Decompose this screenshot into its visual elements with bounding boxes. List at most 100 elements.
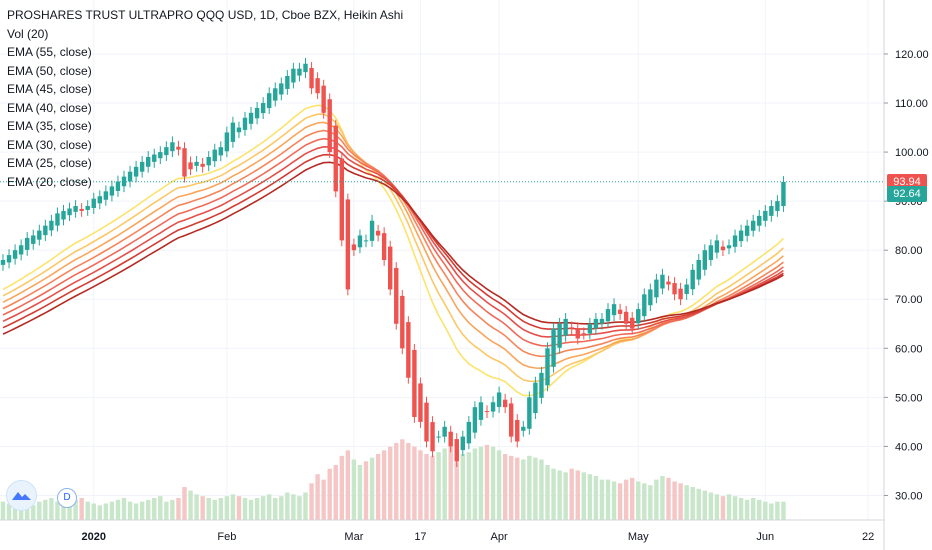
- volume-bar: [478, 446, 484, 520]
- candle-body: [97, 196, 102, 204]
- candle-body: [12, 250, 18, 259]
- volume-bar: [454, 450, 459, 520]
- volume-bar: [726, 494, 732, 520]
- volume-bar: [103, 503, 109, 520]
- volume-bar: [490, 446, 496, 520]
- legend-ema-25: EMA (25, close): [7, 156, 92, 170]
- volume-bar: [502, 454, 508, 520]
- candle-body: [757, 215, 762, 226]
- candle-body: [545, 348, 550, 386]
- candle-body: [351, 244, 357, 251]
- candle-body: [521, 426, 526, 431]
- candle-body: [206, 156, 211, 166]
- candle-body: [436, 436, 441, 438]
- candle-body: [478, 402, 484, 420]
- volume-bar: [757, 499, 762, 520]
- candle-body: [79, 208, 84, 211]
- y-tick-label: 100.00: [895, 147, 929, 159]
- candle-body: [152, 154, 157, 162]
- candle-body: [49, 220, 54, 231]
- candle-body: [515, 420, 520, 442]
- volume-bar: [194, 494, 199, 520]
- candle-body: [569, 327, 574, 329]
- volume-bar: [230, 494, 236, 520]
- dividend-badge[interactable]: D: [57, 488, 77, 508]
- candle-body: [25, 237, 30, 250]
- volume-bar: [412, 446, 417, 520]
- ema-line-50: [2, 153, 784, 330]
- volume-bar: [152, 498, 157, 520]
- volume-bar: [678, 483, 683, 520]
- candle-body: [394, 268, 399, 324]
- volume-bar: [188, 490, 193, 520]
- y-tick-label: 70.00: [895, 294, 923, 306]
- y-tick-label: 110.00: [895, 98, 928, 110]
- candle-body: [648, 289, 653, 306]
- volume-bar: [254, 498, 260, 520]
- candle-body: [200, 163, 205, 167]
- volume-bar: [605, 479, 611, 520]
- candle-body: [581, 333, 586, 335]
- candle-body: [212, 149, 217, 162]
- y-tick-label: 120.00: [895, 49, 929, 61]
- volume-bar: [569, 468, 574, 520]
- tradingview-logo[interactable]: [6, 480, 37, 511]
- candle-body: [291, 68, 296, 83]
- volume-bar: [236, 496, 242, 520]
- volume-bar: [394, 443, 399, 520]
- volume-bar: [527, 455, 532, 520]
- volume-bar: [424, 454, 429, 520]
- candle-body: [424, 402, 429, 442]
- candle-body: [309, 67, 314, 89]
- candle-body: [448, 431, 453, 447]
- volume-bar: [43, 499, 48, 520]
- volume-bar: [73, 499, 78, 520]
- candle-body: [472, 407, 478, 433]
- volume-bar: [333, 465, 338, 520]
- candle-body: [357, 235, 363, 248]
- volume-bar: [611, 481, 617, 520]
- volume-bar: [37, 501, 42, 520]
- candle-body: [460, 436, 465, 451]
- volume-bar: [751, 498, 756, 520]
- volume-bar: [279, 496, 284, 520]
- volume-bar: [442, 448, 447, 520]
- candle-body: [454, 439, 459, 462]
- legend-ema-20: EMA (20, close): [7, 174, 92, 189]
- volume-bar: [484, 444, 490, 520]
- volume-bar: [732, 496, 738, 520]
- volume-bar: [242, 498, 248, 520]
- volume-bar: [696, 488, 701, 520]
- volume-bar: [400, 439, 405, 520]
- volume-bar: [521, 459, 526, 520]
- candle-body: [158, 152, 163, 159]
- candle-body: [654, 279, 659, 298]
- volume-bar: [357, 465, 363, 520]
- candle-body: [91, 198, 96, 208]
- candle-body: [369, 220, 375, 241]
- y-tick-label: 40.00: [895, 441, 923, 453]
- volume-bar: [303, 492, 308, 520]
- candle-body: [539, 372, 544, 398]
- volume-bar: [49, 498, 54, 520]
- volume-bar: [430, 455, 435, 520]
- volume-bar: [158, 496, 163, 520]
- volume-bar: [6, 503, 12, 520]
- volume-bar: [648, 485, 653, 520]
- candle-body: [109, 186, 115, 196]
- volume-bar: [642, 483, 647, 520]
- volume-bar: [714, 494, 720, 520]
- volume-bar: [206, 498, 211, 520]
- volume-bar: [182, 487, 187, 520]
- volume-bar: [218, 498, 223, 520]
- candle-body: [170, 142, 175, 152]
- candle-body: [273, 88, 278, 101]
- candle-body: [242, 117, 248, 130]
- candle-body: [775, 201, 780, 211]
- ema-lines: [2, 104, 784, 397]
- candle-body: [218, 147, 223, 156]
- volume-bar: [139, 501, 145, 520]
- chart-legend: PROSHARES TRUST ULTRAPRO QQQ USD, 1D, Cb…: [7, 6, 403, 191]
- volume-bar: [654, 479, 659, 520]
